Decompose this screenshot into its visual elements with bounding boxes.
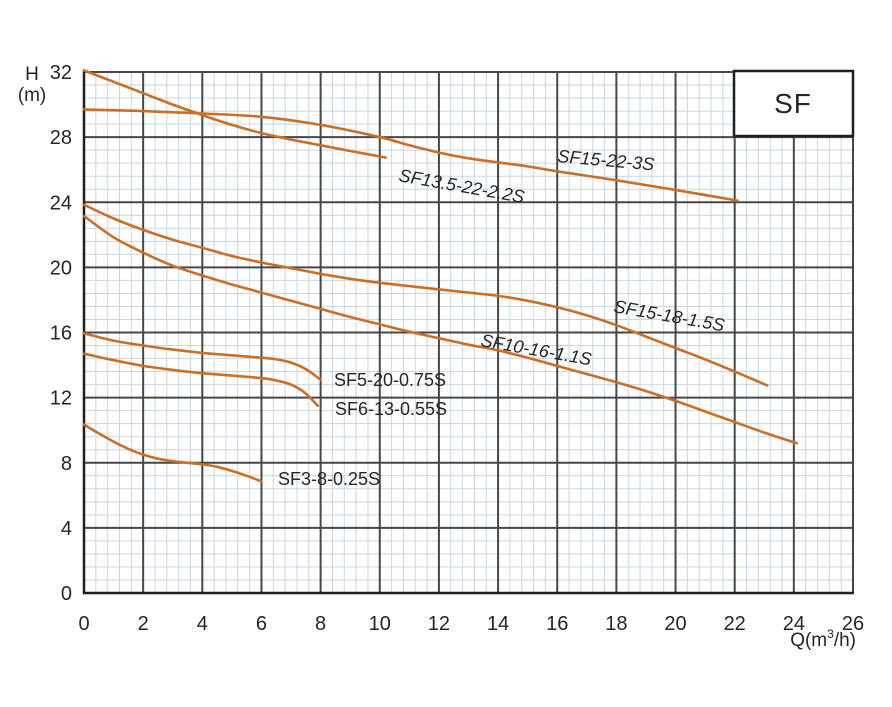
- x-tick-label: 12: [428, 613, 450, 635]
- y-tick-label: 16: [50, 323, 72, 345]
- curve-sf10-16-1.1s: [82, 214, 799, 445]
- x-tick-label: 4: [197, 613, 208, 635]
- y-tick-label: 8: [61, 453, 72, 475]
- x-tick-label: 8: [315, 613, 326, 635]
- curve-label-sf13.5-22-2.2s: SF13.5-22-2.2S: [397, 165, 526, 207]
- x-axis-title-prefix: Q(m: [790, 630, 827, 651]
- y-tick-label: 32: [50, 62, 72, 84]
- x-tick-label: 10: [369, 613, 391, 635]
- curve-label-sf3-8-0.25s: SF3-8-0.25S: [278, 469, 380, 489]
- curve-sf3-8-0.25s: [82, 423, 263, 483]
- y-tick-label: 20: [50, 257, 72, 279]
- series-name-box-frame: [732, 69, 855, 138]
- curve-sf13.5-22-2.2s: [82, 69, 387, 159]
- y-tick-label: 12: [50, 388, 72, 410]
- curve-label-sf5-20-0.75s: SF5-20-0.75S: [334, 370, 446, 390]
- y-tick-label: 0: [61, 583, 72, 605]
- curve-sf15-18-1.5s: [82, 203, 769, 387]
- y-tick-label: 24: [50, 192, 72, 214]
- x-axis-title-suffix: /h): [834, 630, 856, 651]
- curve-sf6-13-0.55s: [82, 352, 319, 408]
- x-tick-label: 22: [724, 613, 746, 635]
- curve-label-sf6-13-0.55s: SF6-13-0.55S: [335, 399, 447, 419]
- x-tick-label: 2: [138, 613, 149, 635]
- curve-label-sf10-16-1.1s: SF10-16-1.1S: [479, 330, 593, 369]
- x-tick-label: 18: [605, 613, 627, 635]
- x-axis-title-sup: 3: [827, 627, 834, 641]
- x-tick-label: 24: [783, 613, 805, 635]
- y-axis-title-line1: H: [25, 64, 39, 85]
- x-tick-label: 0: [78, 613, 89, 635]
- x-axis-title: Q(m3/h): [790, 627, 856, 651]
- series-name-box: SF: [732, 69, 855, 138]
- x-tick-label: 16: [546, 613, 568, 635]
- x-tick-label: 6: [256, 613, 267, 635]
- x-tick-label: 26: [842, 613, 864, 635]
- y-tick-label: 28: [50, 127, 72, 149]
- y-tick-label: 4: [61, 518, 72, 540]
- curve-labels: SF13.5-22-2.2SSF15-22-3SSF15-18-1.5SSF10…: [278, 146, 726, 489]
- series-name-box-label: SF: [774, 88, 812, 119]
- curve-sf15-22-3s: [82, 108, 739, 202]
- y-axis-title-line2: (m): [18, 85, 46, 106]
- curve-sf5-20-0.75s: [82, 332, 322, 381]
- x-tick-label: 20: [664, 613, 686, 635]
- x-tick-label: 14: [487, 613, 509, 635]
- curves: [82, 69, 799, 483]
